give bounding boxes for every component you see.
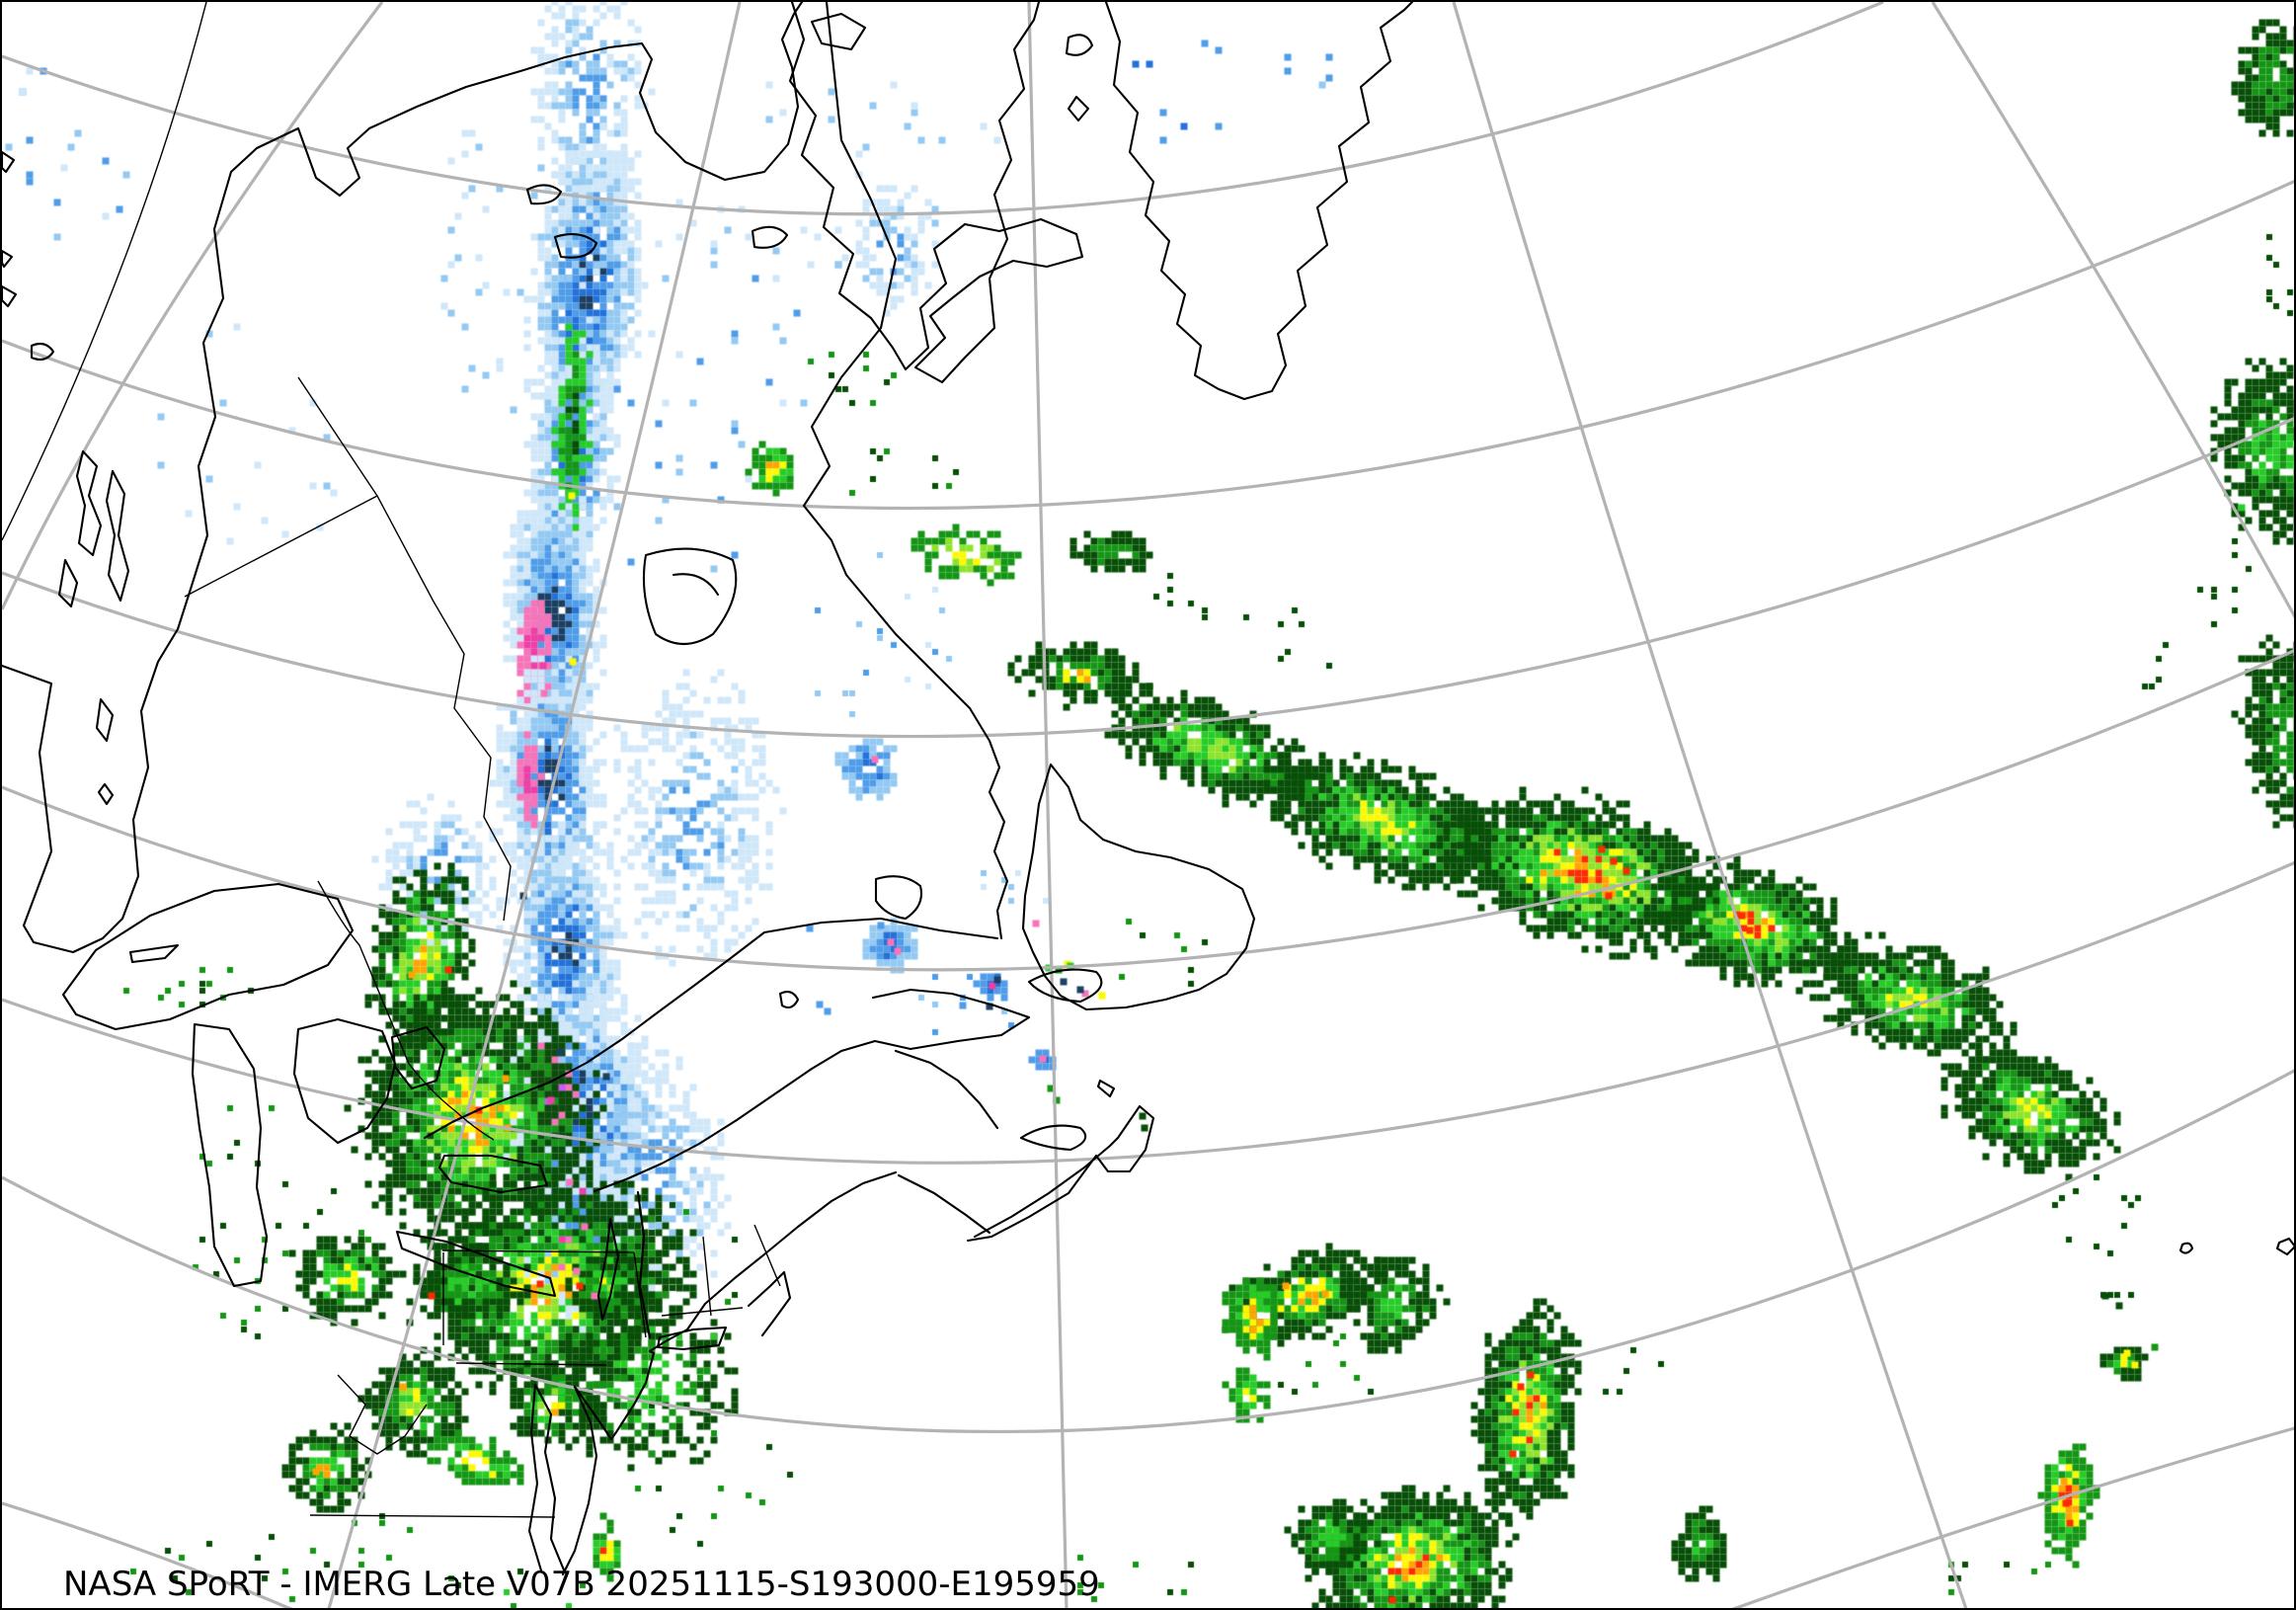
footer-label: NASA SPoRT - IMERG Late V07B 20251115-S1… bbox=[63, 1565, 1100, 1604]
coastline-layer bbox=[2, 2, 2294, 1576]
admin-borders-layer bbox=[2, 2, 781, 1518]
